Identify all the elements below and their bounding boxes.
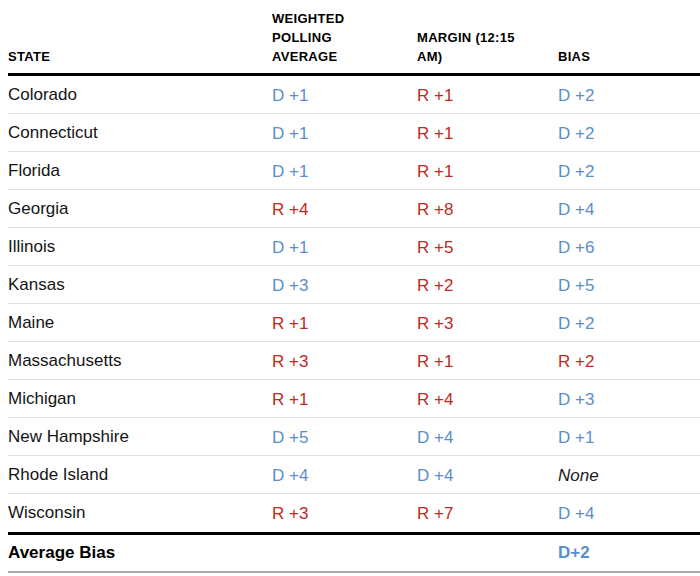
weighted-polling-average-value: D +3 [272, 274, 417, 296]
weighted-polling-average-value: D +4 [272, 464, 417, 486]
average-bias-label: Average Bias [8, 543, 272, 563]
state-name: Kansas [8, 275, 272, 295]
bias-value: D +4 [558, 502, 700, 524]
table-row: New Hampshire D +5 D +4 D +1 [8, 418, 700, 456]
col-header-weighted-polling-average: WEIGHTED POLLING AVERAGE [272, 9, 364, 73]
state-name: Wisconsin [8, 503, 272, 523]
bias-value: D +5 [558, 274, 700, 296]
state-name: Illinois [8, 237, 272, 257]
table-row: Georgia R +4 R +8 D +4 [8, 190, 700, 228]
bias-value: D +2 [558, 84, 700, 106]
weighted-polling-average-value: R +4 [272, 198, 417, 220]
bias-value: R +2 [558, 350, 700, 372]
weighted-polling-average-value: D +1 [272, 236, 417, 258]
margin-value: R +1 [417, 84, 558, 106]
margin-value: R +7 [417, 502, 558, 524]
bias-value: D +4 [558, 198, 700, 220]
bias-value: D +2 [558, 160, 700, 182]
table-row: Wisconsin R +3 R +7 D +4 [8, 494, 700, 532]
polling-bias-table: STATE WEIGHTED POLLING AVERAGE MARGIN (1… [0, 0, 700, 576]
weighted-polling-average-value: R +3 [272, 502, 417, 524]
margin-value: R +1 [417, 350, 558, 372]
table-row: Florida D +1 R +1 D +2 [8, 152, 700, 190]
weighted-polling-average-value: R +1 [272, 388, 417, 410]
weighted-polling-average-value: D +1 [272, 160, 417, 182]
bias-value: D +3 [558, 388, 700, 410]
col-header-margin: MARGIN (12:15 AM) [417, 28, 527, 73]
margin-value: R +1 [417, 160, 558, 182]
weighted-polling-average-value: D +1 [272, 122, 417, 144]
state-name: Massachusetts [8, 351, 272, 371]
state-name: Connecticut [8, 123, 272, 143]
table-row: Massachusetts R +3 R +1 R +2 [8, 342, 700, 380]
table-row: Maine R +1 R +3 D +2 [8, 304, 700, 342]
bias-value: D +1 [558, 426, 700, 448]
margin-value: R +1 [417, 122, 558, 144]
average-bias-row: Average Bias D+2 [8, 535, 700, 573]
col-header-bias: BIAS [558, 47, 700, 73]
state-name: Maine [8, 313, 272, 333]
weighted-polling-average-value: D +5 [272, 426, 417, 448]
weighted-polling-average-value: R +3 [272, 350, 417, 372]
margin-value: D +4 [417, 426, 558, 448]
margin-value: R +8 [417, 198, 558, 220]
state-name: Georgia [8, 199, 272, 219]
margin-value: R +3 [417, 312, 558, 334]
table-body: Colorado D +1 R +1 D +2 Connecticut D +1… [8, 76, 700, 535]
margin-value: R +4 [417, 388, 558, 410]
table-row: Connecticut D +1 R +1 D +2 [8, 114, 700, 152]
state-name: Michigan [8, 389, 272, 409]
bias-value: D +6 [558, 236, 700, 258]
table-header-row: STATE WEIGHTED POLLING AVERAGE MARGIN (1… [8, 0, 700, 76]
bias-value: D +2 [558, 122, 700, 144]
state-name: Florida [8, 161, 272, 181]
table-row: Illinois D +1 R +5 D +6 [8, 228, 700, 266]
bias-value: D +2 [558, 312, 700, 334]
table-row: Rhode Island D +4 D +4 None [8, 456, 700, 494]
margin-value: D +4 [417, 464, 558, 486]
state-name: New Hampshire [8, 427, 272, 447]
state-name: Colorado [8, 85, 272, 105]
average-bias-value: D+2 [558, 543, 700, 563]
state-name: Rhode Island [8, 465, 272, 485]
weighted-polling-average-value: R +1 [272, 312, 417, 334]
margin-value: R +2 [417, 274, 558, 296]
table-row: Colorado D +1 R +1 D +2 [8, 76, 700, 114]
table-row: Kansas D +3 R +2 D +5 [8, 266, 700, 304]
table-row: Michigan R +1 R +4 D +3 [8, 380, 700, 418]
col-header-state: STATE [8, 47, 272, 73]
bias-value: None [558, 464, 700, 486]
weighted-polling-average-value: D +1 [272, 84, 417, 106]
margin-value: R +5 [417, 236, 558, 258]
